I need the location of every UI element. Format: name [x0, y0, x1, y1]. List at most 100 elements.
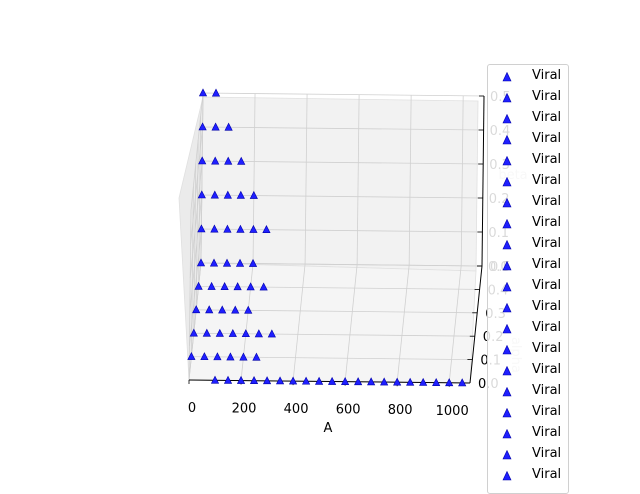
- data-point: [224, 156, 233, 165]
- data-point: [231, 305, 240, 314]
- legend-label: Viral: [532, 152, 562, 167]
- data-point: [254, 329, 263, 338]
- data-point: [236, 224, 245, 233]
- legend-label: Viral: [532, 362, 562, 377]
- triangle-marker-icon: [502, 240, 512, 250]
- triangle-marker-icon: [502, 387, 512, 397]
- data-point: [445, 378, 454, 387]
- data-point: [189, 328, 198, 337]
- data-point: [211, 156, 220, 165]
- legend-label: Viral: [532, 236, 562, 251]
- data-point: [406, 377, 415, 386]
- legend-label: Viral: [532, 320, 562, 335]
- legend-label: Viral: [532, 425, 562, 440]
- triangle-marker-icon: [502, 408, 512, 418]
- data-point: [197, 224, 206, 233]
- triangle-marker-icon: [502, 324, 512, 334]
- data-point: [198, 122, 207, 131]
- triangle-marker-icon: [502, 72, 512, 82]
- data-point: [198, 156, 207, 165]
- data-point: [210, 224, 219, 233]
- data-point: [211, 122, 220, 131]
- data-point: [241, 329, 250, 338]
- data-point: [262, 376, 272, 385]
- data-point: [237, 156, 246, 165]
- legend: Viral Viral Viral Viral Viral Viral Viral Viral…: [487, 64, 569, 494]
- x-tick-label: 200: [232, 402, 257, 417]
- legend-item: Viral: [488, 256, 568, 276]
- data-point: [194, 281, 203, 290]
- data-point: [233, 282, 242, 291]
- legend-label: Viral: [532, 278, 562, 293]
- data-point: [288, 376, 298, 385]
- data-point: [205, 305, 214, 314]
- data-point: [393, 377, 402, 386]
- data-point: [419, 377, 428, 386]
- legend-label: Viral: [532, 383, 562, 398]
- legend-item: Viral: [488, 403, 568, 423]
- legend-item: Viral: [488, 424, 568, 444]
- data-point: [223, 190, 232, 199]
- beta-axis-line: [481, 95, 485, 267]
- data-point: [244, 305, 253, 314]
- data-point: [210, 375, 220, 384]
- data-point: [207, 281, 216, 290]
- triangle-marker-icon: [502, 219, 512, 229]
- data-point: [223, 375, 233, 384]
- data-point: [223, 224, 232, 233]
- triangle-marker-icon: [502, 282, 512, 292]
- x-tick-label: 800: [388, 403, 413, 418]
- data-point: [252, 352, 261, 361]
- legend-label: Viral: [532, 467, 562, 482]
- legend-label: Viral: [532, 404, 562, 419]
- data-point: [202, 328, 211, 337]
- data-point: [200, 352, 209, 361]
- legend-item: Viral: [488, 382, 568, 402]
- back-pane: [200, 96, 479, 272]
- data-point: [239, 352, 248, 361]
- triangle-marker-icon: [502, 135, 512, 145]
- data-point: [367, 377, 376, 386]
- data-point: [215, 328, 224, 337]
- triangle-marker-icon: [502, 366, 512, 376]
- x-tick-label: 0: [188, 401, 196, 416]
- legend-item: Viral: [488, 151, 568, 171]
- data-point: [210, 190, 219, 199]
- triangle-marker-icon: [502, 156, 512, 166]
- data-point: [262, 225, 271, 233]
- x-tick-label: 600: [336, 403, 361, 418]
- legend-label: Viral: [532, 299, 562, 314]
- legend-item: Viral: [488, 466, 568, 486]
- data-point: [301, 376, 311, 385]
- x-tick-label: 400: [284, 402, 309, 417]
- legend-label: Viral: [532, 257, 562, 272]
- legend-item: Viral: [488, 109, 568, 129]
- data-point: [354, 377, 363, 386]
- data-point: [249, 224, 258, 233]
- data-point: [235, 258, 245, 267]
- legend-item: Viral: [488, 319, 568, 339]
- data-point: [248, 258, 258, 267]
- data-point: [432, 377, 441, 386]
- floor-pane: [188, 262, 477, 384]
- alpha-axis-line: [469, 265, 483, 384]
- triangle-marker-icon: [502, 177, 512, 187]
- legend-item: Viral: [488, 88, 568, 108]
- legend-item: Viral: [488, 193, 568, 213]
- data-point: [458, 378, 467, 387]
- data-point: [315, 376, 324, 385]
- triangle-marker-icon: [502, 345, 512, 355]
- legend-label: Viral: [532, 215, 562, 230]
- data-point: [209, 258, 219, 267]
- data-point: [224, 122, 233, 131]
- legend-label: Viral: [532, 110, 562, 125]
- data-points: [187, 88, 467, 387]
- triangle-marker-icon: [502, 429, 512, 439]
- legend-label: Viral: [532, 446, 562, 461]
- triangle-marker-icon: [502, 198, 512, 208]
- legend-label: Viral: [532, 194, 562, 209]
- legend-label: Viral: [532, 131, 562, 146]
- data-point: [192, 305, 201, 314]
- triangle-marker-icon: [502, 303, 512, 313]
